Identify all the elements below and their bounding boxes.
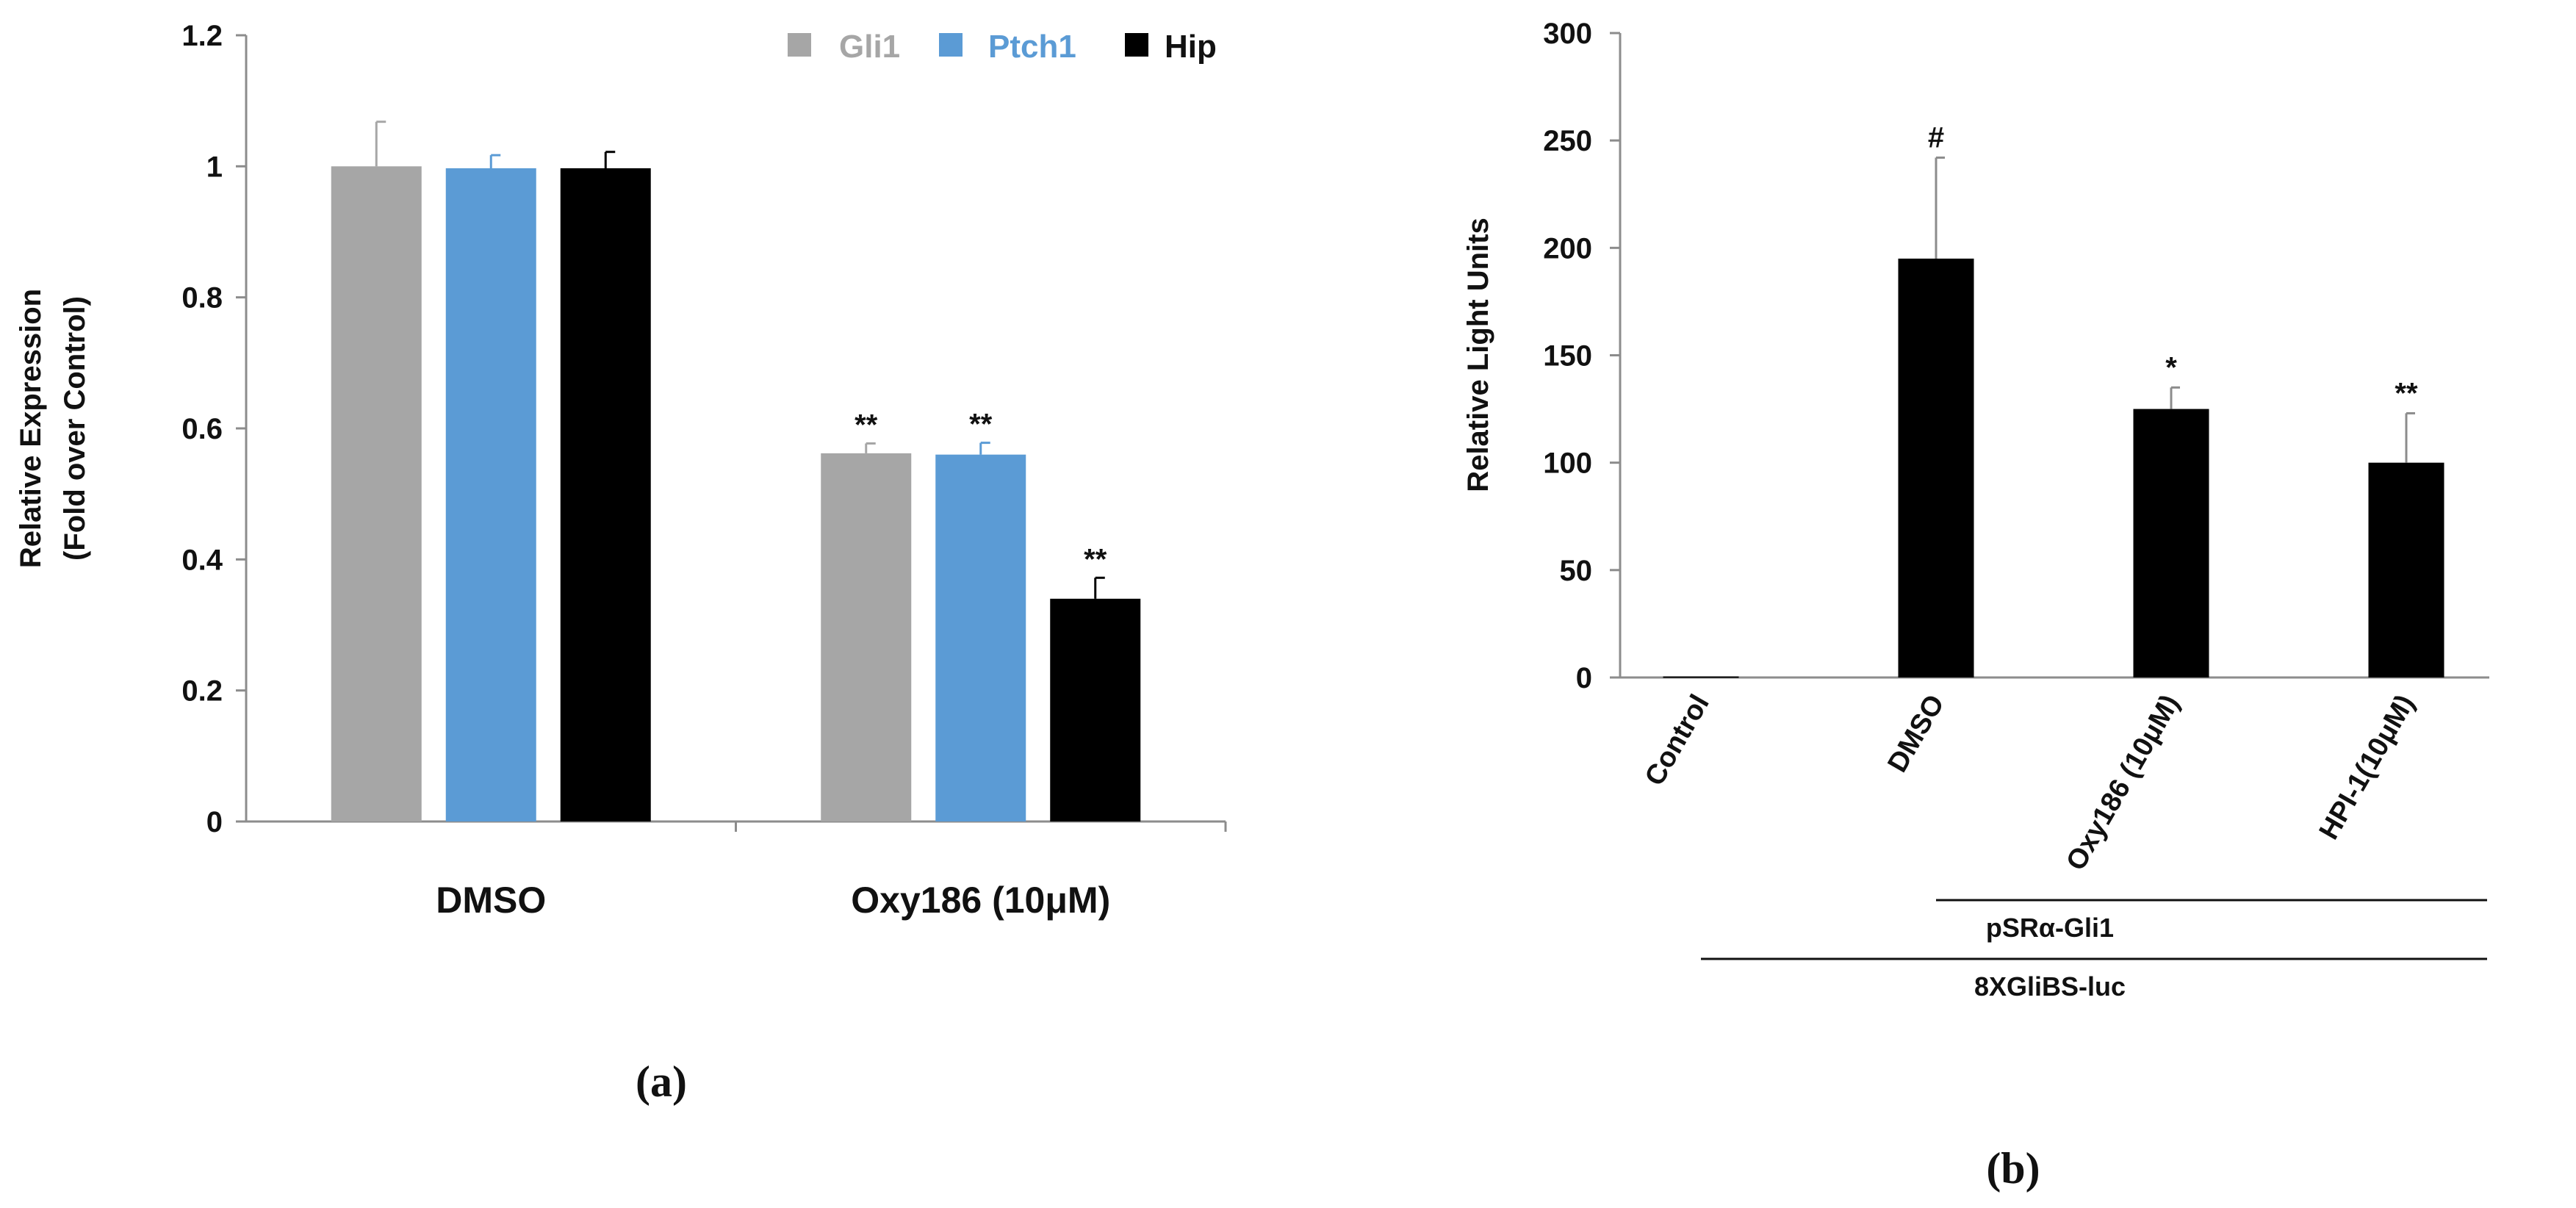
legend-swatch-hip (1125, 33, 1148, 57)
bar-hip-oxy186-10-m (1050, 598, 1141, 821)
significance-marker: # (1928, 122, 1944, 154)
panel-a-y-tick-label: 1 (206, 151, 223, 183)
panel-b-x-label-oxy186-10-m: Oxy186 (10μM) (2060, 690, 2186, 876)
panel-b-y-tick-label: 200 (1543, 232, 1592, 265)
panel-a-legend: Gli1 Ptch1 Hip (788, 29, 1217, 65)
panel-b-y-tick-label: 300 (1543, 18, 1592, 50)
significance-marker: ** (969, 409, 993, 441)
panel-b-y-tick-label: 50 (1560, 555, 1593, 587)
panel-a-y-tick-label: 0.2 (181, 675, 223, 708)
panel-a-y-label-line1: Relative Expression (15, 289, 47, 568)
legend-label-ptch1: Ptch1 (988, 29, 1076, 65)
panel-b-y-tick-label: 150 (1543, 340, 1592, 373)
legend-label-hip: Hip (1165, 29, 1217, 65)
panel-a-x-labels: DMSO Oxy186 (10μM) (436, 880, 1110, 921)
panel-a-y-tick-label: 0.4 (181, 544, 223, 576)
panel-a-x-label-dmso: DMSO (436, 880, 546, 921)
bar-hpi-1-10-m (2368, 462, 2444, 677)
panel-b-y-tick-label: 250 (1543, 125, 1592, 157)
significance-marker: * (2165, 351, 2177, 384)
significance-marker: ** (855, 409, 878, 442)
panel-a-bars: ** ** ** (331, 121, 1141, 822)
panel-a-chart: 0 0.2 0.4 0.6 0.8 1 1.2 ** ** ** DMSO Oxy186 (10μ… (15, 20, 1227, 1106)
legend-label-gli1: Gli1 (839, 29, 900, 65)
panel-a-y-tick-label: 0.6 (181, 413, 223, 445)
panel-a-y-tick-label: 0.8 (181, 282, 223, 314)
bar-control (1663, 676, 1739, 678)
panel-a-y-tick-label: 0 (206, 806, 223, 838)
panel-b-y-tick-label: 0 (1576, 662, 1592, 694)
bar-gli1-dmso (331, 166, 422, 822)
panel-a-y-ticks: 0 0.2 0.4 0.6 0.8 1 1.2 (181, 20, 1227, 838)
panel-b-caption: (b) (1986, 1144, 2040, 1193)
bar-gli1-oxy186-10-m (821, 453, 912, 821)
panel-b-y-ticks: 0 50 100 150 200 250 300 (1543, 18, 1620, 694)
legend-swatch-gli1 (788, 33, 811, 57)
panel-b-y-tick-label: 100 (1543, 447, 1592, 480)
panel-b-x-labels: Control DMSO Oxy186 (10μM) HPI-1(10μM) (1639, 690, 2421, 876)
significance-marker: ** (2395, 377, 2418, 409)
panel-b-x-label-hpi-1-10-m: HPI-1(10μM) (2314, 690, 2421, 845)
significance-marker: ** (1084, 543, 1107, 575)
legend-swatch-ptch1 (939, 33, 963, 57)
panel-b-y-label: Relative Light Units (1462, 217, 1494, 492)
group-label-8xglibs-luc: 8XGliBS-luc (1974, 971, 2126, 1002)
panel-b-bars: #*** (1663, 122, 2444, 678)
bar-dmso (1898, 258, 1974, 677)
bar-oxy186-10-m (2133, 409, 2209, 677)
bar-hip-dmso (560, 168, 651, 822)
bar-ptch1-oxy186-10-m (935, 454, 1026, 821)
group-label-psra-gli1: pSRα-Gli1 (1986, 913, 2114, 943)
panel-a-caption: (a) (636, 1057, 687, 1106)
panel-a-y-tick-label: 1.2 (181, 20, 223, 52)
panel-a-y-label-line2: (Fold over Control) (59, 296, 91, 561)
panel-b-x-label-dmso: DMSO (1882, 690, 1950, 778)
panel-b-x-label-control: Control (1639, 690, 1716, 791)
panel-a-x-label-oxy186-10-m: Oxy186 (10μM) (851, 880, 1110, 921)
bar-ptch1-dmso (445, 168, 536, 822)
